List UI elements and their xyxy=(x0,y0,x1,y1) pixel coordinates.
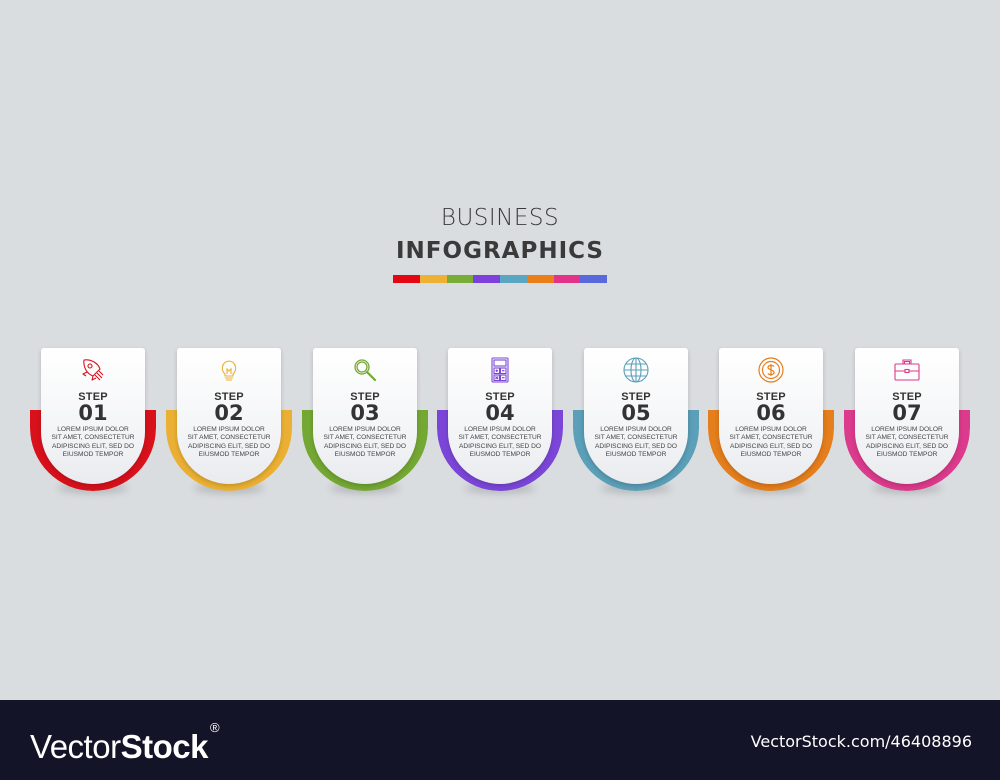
lightbulb-icon xyxy=(215,356,243,384)
step-description: LOREM IPSUM DOLOR SIT AMET, CONSECTETUR … xyxy=(315,426,415,459)
calculator-icon xyxy=(486,356,514,384)
desc-line: EIUSMOD TEMPOR xyxy=(198,450,260,458)
step-number: 01 xyxy=(78,401,108,425)
image-id: VectorStock.com/46408896 xyxy=(750,732,972,751)
step-number: 06 xyxy=(756,401,786,425)
desc-line: LOREM IPSUM DOLOR xyxy=(600,426,672,433)
registered-mark: ® xyxy=(209,720,220,735)
step-label: STEP xyxy=(214,391,244,403)
step-description: LOREM IPSUM DOLOR SIT AMET, CONSECTETUR … xyxy=(43,426,143,459)
color-swatch xyxy=(473,275,500,283)
step-card: STEP 07 LOREM IPSUM DOLOR SIT AMET, CONS… xyxy=(855,348,959,484)
desc-line: SIT AMET, CONSECTETUR xyxy=(187,434,271,442)
step-card: STEP 02 LOREM IPSUM DOLOR SIT AMET, CONS… xyxy=(177,348,281,484)
color-swatch xyxy=(393,275,420,283)
desc-line: SIT AMET, CONSECTETUR xyxy=(594,434,678,442)
step-card: STEP 06 LOREM IPSUM DOLOR SIT AMET, CONS… xyxy=(719,348,823,484)
step-card: STEP 03 LOREM IPSUM DOLOR SIT AMET, CONS… xyxy=(313,348,417,484)
desc-line: LOREM IPSUM DOLOR xyxy=(193,426,265,433)
desc-line: EIUSMOD TEMPOR xyxy=(876,450,938,458)
color-swatch xyxy=(553,275,581,283)
step-label: STEP xyxy=(350,391,380,403)
brand-logo: VectorStock® xyxy=(30,720,220,767)
desc-line: EIUSMOD TEMPOR xyxy=(740,450,802,458)
color-swatch xyxy=(526,275,554,283)
desc-line: SIT AMET, CONSECTETUR xyxy=(458,434,542,442)
desc-line: SIT AMET, CONSECTETUR xyxy=(865,434,949,442)
step-description: LOREM IPSUM DOLOR SIT AMET, CONSECTETUR … xyxy=(179,426,279,459)
step-description: LOREM IPSUM DOLOR SIT AMET, CONSECTETUR … xyxy=(450,426,550,459)
desc-line: SIT AMET, CONSECTETUR xyxy=(51,434,135,442)
step-04: STEP 04 LOREM IPSUM DOLOR SIT AMET, CONS… xyxy=(437,340,563,510)
desc-line: LOREM IPSUM DOLOR xyxy=(464,426,536,433)
step-label: STEP xyxy=(892,391,922,403)
desc-line: ADIPISCING ELIT, SED DO xyxy=(729,442,813,450)
desc-line: ADIPISCING ELIT, SED DO xyxy=(51,442,135,450)
steps-row: STEP 01 LOREM IPSUM DOLOR SIT AMET, CONS… xyxy=(0,340,1000,510)
step-number: 02 xyxy=(214,401,244,425)
color-swatch xyxy=(500,275,527,283)
step-03: STEP 03 LOREM IPSUM DOLOR SIT AMET, CONS… xyxy=(302,340,428,510)
step-number: 07 xyxy=(892,401,922,425)
desc-line: ADIPISCING ELIT, SED DO xyxy=(865,442,949,450)
brand-bold: Stock xyxy=(120,728,209,765)
desc-line: LOREM IPSUM DOLOR xyxy=(871,426,943,433)
desc-line: LOREM IPSUM DOLOR xyxy=(329,426,401,433)
desc-line: EIUSMOD TEMPOR xyxy=(334,450,396,458)
footer-bar: VectorStock® VectorStock.com/46408896 xyxy=(0,700,1000,780)
globe-icon xyxy=(622,356,650,384)
step-label: STEP xyxy=(78,391,108,403)
step-number: 04 xyxy=(485,401,515,425)
briefcase-icon xyxy=(893,356,921,384)
desc-line: EIUSMOD TEMPOR xyxy=(605,450,667,458)
desc-line: LOREM IPSUM DOLOR xyxy=(735,426,807,433)
step-card: STEP 05 LOREM IPSUM DOLOR SIT AMET, CONS… xyxy=(584,348,688,484)
step-number: 05 xyxy=(621,401,651,425)
step-01: STEP 01 LOREM IPSUM DOLOR SIT AMET, CONS… xyxy=(30,340,156,510)
magnifier-icon xyxy=(351,356,379,384)
step-description: LOREM IPSUM DOLOR SIT AMET, CONSECTETUR … xyxy=(721,426,821,459)
color-swatch xyxy=(580,275,607,283)
color-bar xyxy=(393,275,607,283)
infographic-canvas: BUSINESS INFOGRAPHICS xyxy=(0,203,1000,510)
step-card: STEP 04 LOREM IPSUM DOLOR SIT AMET, CONS… xyxy=(448,348,552,484)
color-swatch xyxy=(419,275,447,283)
step-card: STEP 01 LOREM IPSUM DOLOR SIT AMET, CONS… xyxy=(41,348,145,484)
desc-line: SIT AMET, CONSECTETUR xyxy=(729,434,813,442)
step-description: LOREM IPSUM DOLOR SIT AMET, CONSECTETUR … xyxy=(586,426,686,459)
desc-line: EIUSMOD TEMPOR xyxy=(469,450,531,458)
desc-line: LOREM IPSUM DOLOR xyxy=(57,426,129,433)
step-07: STEP 07 LOREM IPSUM DOLOR SIT AMET, CONS… xyxy=(844,340,970,510)
step-label: STEP xyxy=(485,391,515,403)
step-number: 03 xyxy=(350,401,380,425)
step-05: STEP 05 LOREM IPSUM DOLOR SIT AMET, CONS… xyxy=(573,340,699,510)
step-label: STEP xyxy=(621,391,651,403)
brand-light: Vector xyxy=(30,728,121,765)
step-02: STEP 02 LOREM IPSUM DOLOR SIT AMET, CONS… xyxy=(166,340,292,510)
step-label: STEP xyxy=(756,391,786,403)
step-description: LOREM IPSUM DOLOR SIT AMET, CONSECTETUR … xyxy=(857,426,957,459)
title-business: BUSINESS xyxy=(440,205,560,231)
title-infographics: INFOGRAPHICS xyxy=(396,238,604,264)
desc-line: ADIPISCING ELIT, SED DO xyxy=(594,442,678,450)
desc-line: ADIPISCING ELIT, SED DO xyxy=(187,442,271,450)
desc-line: ADIPISCING ELIT, SED DO xyxy=(323,442,407,450)
color-swatch xyxy=(446,275,474,283)
rocket-icon xyxy=(79,356,107,384)
title-block: BUSINESS INFOGRAPHICS xyxy=(0,203,1000,267)
desc-line: ADIPISCING ELIT, SED DO xyxy=(458,442,542,450)
dollar-coin-icon xyxy=(757,356,785,384)
desc-line: EIUSMOD TEMPOR xyxy=(62,450,124,458)
desc-line: SIT AMET, CONSECTETUR xyxy=(323,434,407,442)
step-06: STEP 06 LOREM IPSUM DOLOR SIT AMET, CONS… xyxy=(708,340,834,510)
